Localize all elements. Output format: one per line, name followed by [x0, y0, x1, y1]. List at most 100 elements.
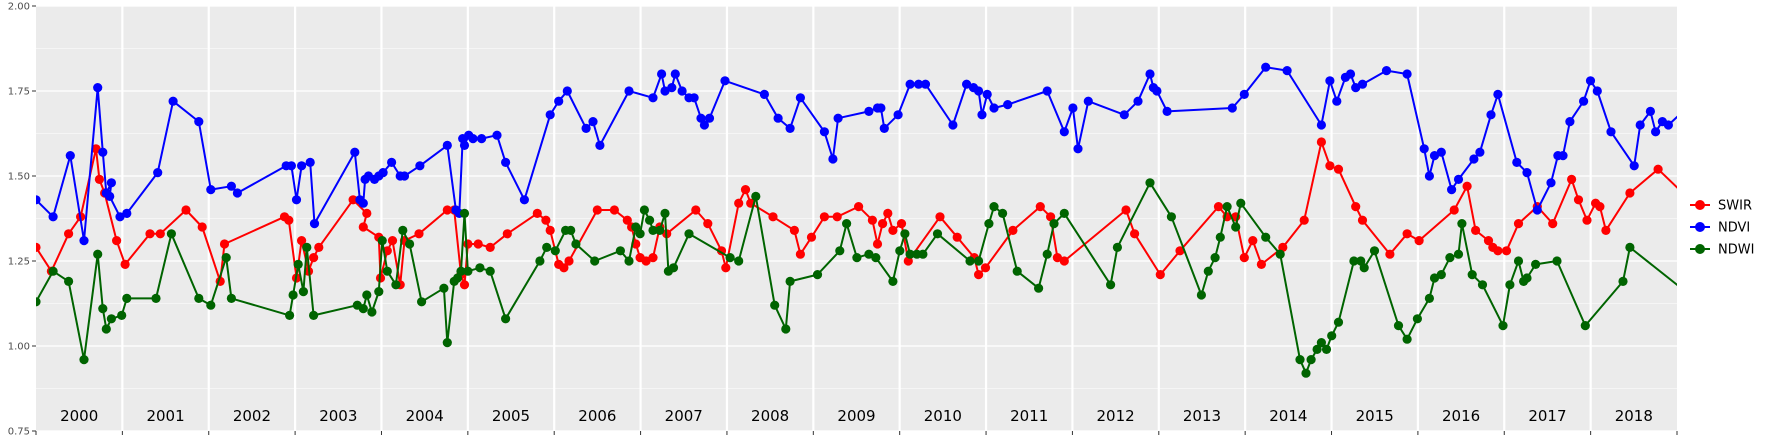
point-swir: [648, 253, 658, 263]
point-swir: [1625, 188, 1635, 198]
point-ndwi: [984, 219, 994, 229]
point-ndwi: [571, 239, 581, 249]
year-label: 2006: [578, 407, 616, 425]
point-ndvi: [1651, 127, 1661, 137]
point-swir: [832, 212, 842, 222]
point-swir: [622, 215, 632, 225]
point-ndwi: [1210, 253, 1220, 263]
point-ndwi: [302, 242, 312, 252]
point-swir: [1462, 181, 1472, 191]
point-ndwi: [1012, 266, 1022, 276]
point-ndwi: [1356, 256, 1366, 266]
point-swir: [564, 256, 574, 266]
year-label: 2000: [60, 407, 98, 425]
point-ndwi: [1747, 256, 1756, 265]
year-label: 2013: [1183, 407, 1221, 425]
point-swir: [358, 222, 368, 232]
point-ndwi: [770, 300, 780, 310]
point-swir: [36, 242, 41, 252]
point-ndwi: [1306, 355, 1316, 365]
point-ndwi: [1513, 256, 1524, 266]
point-ndvi: [1546, 178, 1556, 188]
point-ndvi: [232, 188, 242, 198]
point-ndwi: [998, 208, 1008, 218]
point-ndvi: [1512, 157, 1522, 167]
point-ndvi: [168, 96, 178, 106]
point-swir: [721, 263, 731, 273]
point-ndwi: [864, 249, 874, 259]
point-ndvi: [1424, 171, 1434, 181]
point-ndvi: [1261, 62, 1271, 72]
year-label: 2011: [1010, 407, 1048, 425]
point-swir: [155, 229, 165, 239]
point-swir: [94, 174, 104, 184]
point-ndwi: [535, 256, 545, 266]
point-ndvi: [442, 140, 452, 150]
point-ndvi: [828, 154, 838, 164]
point-ndwi: [635, 229, 645, 239]
point-swir: [1548, 219, 1558, 229]
point-ndwi: [590, 256, 600, 266]
point-ndvi: [989, 103, 999, 113]
point-ndvi: [677, 86, 687, 96]
point-swir: [1316, 137, 1326, 147]
point-ndwi: [648, 225, 658, 235]
point-swir: [795, 249, 806, 259]
point-ndvi: [1357, 79, 1368, 89]
point-ndwi: [1333, 317, 1344, 327]
year-label: 2002: [233, 407, 271, 425]
point-ndwi: [1522, 273, 1532, 283]
point-ndvi: [1750, 114, 1759, 123]
point-ndwi: [725, 253, 735, 263]
point-ndvi: [1133, 96, 1143, 106]
point-ndwi: [1327, 331, 1337, 341]
point-ndvi: [1486, 110, 1496, 120]
point-ndvi: [624, 86, 634, 96]
point-swir: [1601, 225, 1611, 235]
year-label: 2016: [1442, 407, 1480, 425]
point-ndvi: [1475, 147, 1485, 157]
point-ndvi: [720, 76, 730, 86]
point-swir: [459, 280, 470, 290]
point-ndwi: [1359, 263, 1369, 273]
point-swir: [145, 229, 155, 239]
point-swir: [883, 208, 893, 218]
point-swir: [1239, 253, 1249, 263]
point-swir: [1414, 236, 1424, 246]
point-ndvi: [492, 130, 502, 140]
point-ndvi: [595, 140, 605, 150]
point-ndvi: [459, 140, 470, 150]
point-ndvi: [79, 236, 89, 246]
point-ndwi: [358, 304, 368, 314]
point-ndvi: [833, 113, 843, 123]
point-ndwi: [781, 324, 791, 334]
point-ndwi: [1275, 249, 1285, 259]
year-label: 2003: [319, 407, 357, 425]
point-ndvi: [1447, 185, 1457, 195]
year-label: 2014: [1269, 407, 1307, 425]
point-ndvi: [1585, 76, 1596, 86]
point-ndwi: [655, 225, 665, 235]
point-ndvi: [948, 120, 958, 130]
point-ndvi: [1645, 106, 1655, 116]
point-ndwi: [1145, 178, 1155, 188]
point-swir: [974, 270, 984, 280]
point-ndvi: [670, 69, 680, 79]
point-ndvi: [1351, 83, 1361, 93]
legend: SWIR NDVI NDWI: [1690, 199, 1754, 258]
point-ndvi: [785, 123, 795, 133]
point-ndwi: [1369, 246, 1380, 256]
point-ndwi: [122, 293, 132, 303]
point-ndvi: [1316, 120, 1326, 130]
point-ndwi: [1467, 270, 1477, 280]
point-ndvi: [206, 185, 216, 195]
point-swir: [867, 215, 878, 225]
point-ndwi: [1321, 344, 1332, 354]
point-ndvi: [1282, 66, 1292, 76]
point-ndwi: [812, 270, 823, 280]
point-ndwi: [631, 222, 641, 232]
point-ndvi: [876, 103, 886, 113]
point-ndvi: [115, 212, 125, 222]
point-swir: [1385, 249, 1395, 259]
